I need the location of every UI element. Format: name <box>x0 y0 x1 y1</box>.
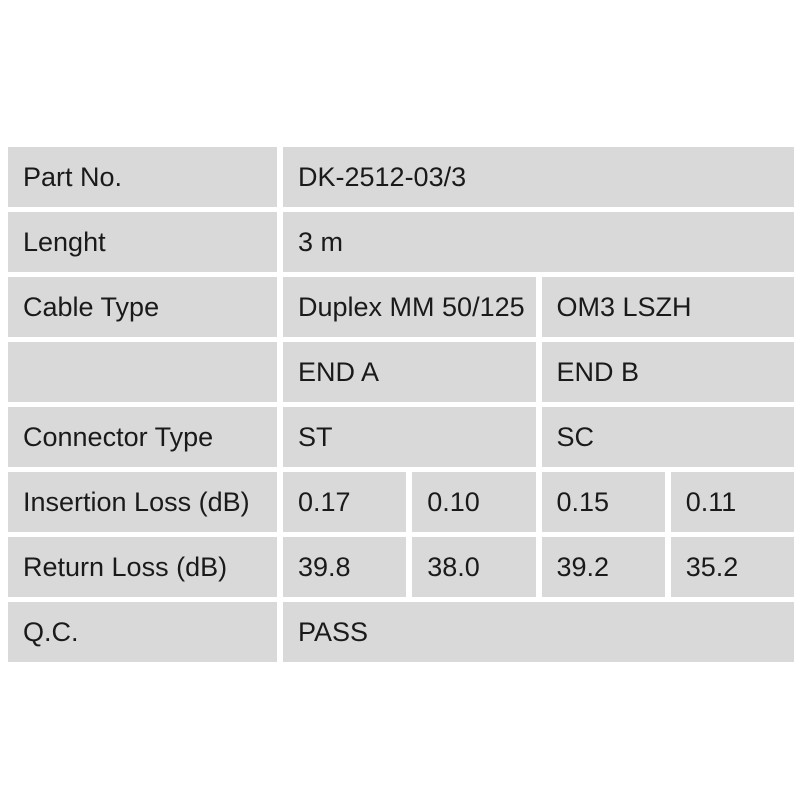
row-label-cell: Part No. <box>8 147 277 207</box>
row-values: 0.17 0.10 0.15 0.11 <box>283 472 794 532</box>
value-cell: 38.0 <box>412 537 536 597</box>
value-cell: 35.2 <box>670 537 794 597</box>
row-label-cell: Lenght <box>8 212 277 272</box>
table-row: Q.C. PASS <box>8 602 794 662</box>
table-row: Cable Type Duplex MM 50/125 OM3 LSZH <box>8 277 794 337</box>
value-cell: END A <box>283 342 536 402</box>
row-values: Duplex MM 50/125 OM3 LSZH <box>283 277 794 337</box>
row-values: DK-2512-03/3 <box>283 147 794 207</box>
table-row: Connector Type ST SC <box>8 407 794 467</box>
value-cell: 0.15 <box>541 472 665 532</box>
value-cell: 39.8 <box>283 537 407 597</box>
table-row: Insertion Loss (dB) 0.17 0.10 0.15 0.11 <box>8 472 794 532</box>
table-row: Return Loss (dB) 39.8 38.0 39.2 35.2 <box>8 537 794 597</box>
value-cell: 0.10 <box>412 472 536 532</box>
value-cell: SC <box>541 407 794 467</box>
row-label-cell: Insertion Loss (dB) <box>8 472 277 532</box>
row-values: END A END B <box>283 342 794 402</box>
table-row: Lenght 3 m <box>8 212 794 272</box>
row-label-cell-empty <box>8 342 277 402</box>
value-cell: 0.11 <box>670 472 794 532</box>
row-label-cell: Q.C. <box>8 602 277 662</box>
row-values: 3 m <box>283 212 794 272</box>
value-cell: DK-2512-03/3 <box>283 147 794 207</box>
value-cell: PASS <box>283 602 794 662</box>
row-label-cell: Connector Type <box>8 407 277 467</box>
value-cell: OM3 LSZH <box>541 277 794 337</box>
spec-table: Part No. DK-2512-03/3 Lenght 3 m Cable Type D… <box>8 147 794 662</box>
row-label-cell: Return Loss (dB) <box>8 537 277 597</box>
row-values: PASS <box>283 602 794 662</box>
value-cell: 0.17 <box>283 472 407 532</box>
value-cell: 3 m <box>283 212 794 272</box>
row-values: ST SC <box>283 407 794 467</box>
table-row: Part No. DK-2512-03/3 <box>8 147 794 207</box>
value-cell: 39.2 <box>541 537 665 597</box>
value-cell: END B <box>541 342 794 402</box>
table-row: END A END B <box>8 342 794 402</box>
row-label-cell: Cable Type <box>8 277 277 337</box>
value-cell: Duplex MM 50/125 <box>283 277 536 337</box>
value-cell: ST <box>283 407 536 467</box>
row-values: 39.8 38.0 39.2 35.2 <box>283 537 794 597</box>
